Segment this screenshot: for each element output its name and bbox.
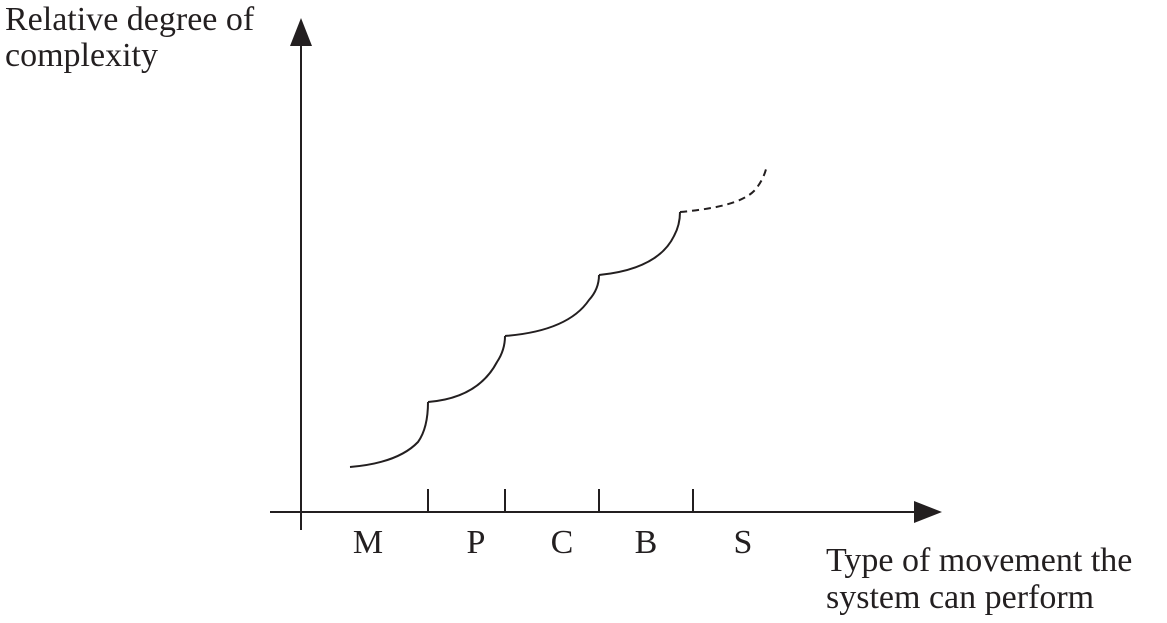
category-label: B [635, 524, 658, 561]
category-label: C [551, 524, 574, 561]
y-axis-label: Relative degree of [5, 1, 255, 38]
x-axis-arrow [914, 501, 942, 523]
category-label: P [467, 524, 486, 561]
curve-dashed [679, 164, 768, 213]
x-axis-label: system can perform [826, 579, 1094, 616]
curve-segment [504, 274, 600, 337]
curve-segment [598, 211, 681, 276]
category-label: M [353, 524, 383, 561]
y-axis-label: complexity [5, 37, 158, 74]
x-axis-label: Type of movement the [826, 542, 1132, 579]
y-axis-arrow [290, 18, 312, 46]
category-label: S [734, 524, 753, 561]
curve-segment [349, 401, 429, 468]
curve-segment [427, 335, 506, 403]
